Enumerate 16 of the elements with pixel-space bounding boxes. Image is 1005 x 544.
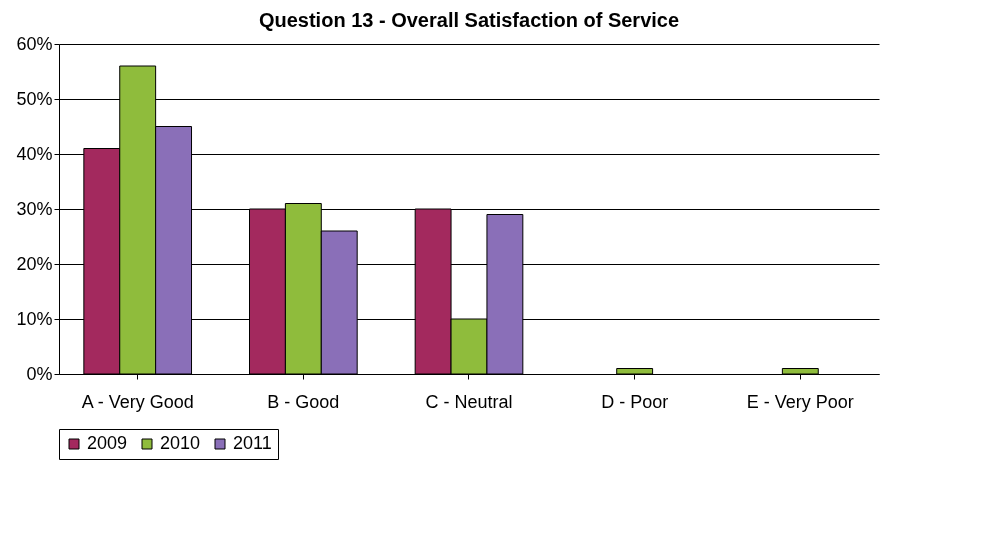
chart-title: Question 13 - Overall Satisfaction of Service: [258, 9, 680, 31]
y-tick-label: 10%: [16, 308, 53, 329]
y-tick-label: 20%: [16, 253, 53, 274]
legend-label: 2010: [160, 433, 201, 453]
y-tick-label: 30%: [16, 198, 53, 219]
x-tick-label: D - Poor: [601, 391, 669, 412]
x-tick-label: E - Very Poor: [746, 391, 854, 412]
legend-label: 2011: [233, 433, 272, 453]
x-tick-label: A - Very Good: [81, 391, 194, 412]
legend-label: 2009: [87, 433, 128, 453]
x-tick-label: C - Neutral: [425, 391, 513, 412]
y-tick-label: 60%: [16, 33, 53, 54]
y-tick-label: 50%: [16, 88, 53, 109]
y-tick-label: 40%: [16, 143, 53, 164]
x-tick-label: B - Good: [267, 391, 340, 412]
y-tick-label: 0%: [26, 363, 53, 384]
